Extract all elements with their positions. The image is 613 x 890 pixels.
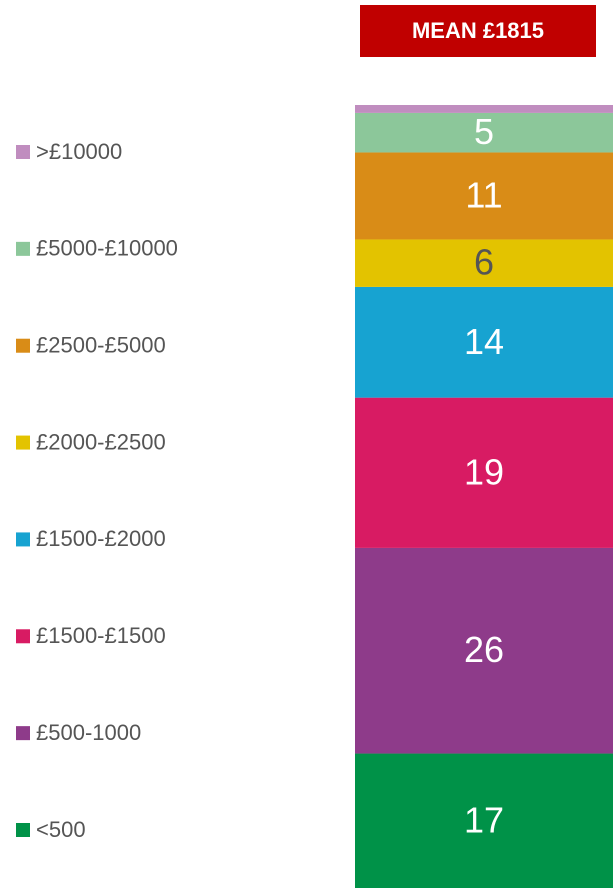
data-label: 19 [464, 451, 504, 492]
bar-segment [355, 152, 613, 240]
legend-label: £1500-£2000 [36, 526, 166, 551]
legend-label: £1500-£1500 [36, 623, 166, 648]
bar-segment [355, 397, 613, 548]
data-label: 14 [464, 321, 504, 362]
bar-segment [355, 112, 613, 153]
bar-segment [355, 547, 613, 754]
legend-label: £500-1000 [36, 720, 141, 745]
legend-swatch [16, 532, 30, 547]
data-label: 11 [465, 174, 502, 215]
bar-segment [355, 286, 613, 398]
legend-label: £2000-£2500 [36, 429, 166, 454]
bar-segment [355, 239, 613, 287]
title-box [360, 5, 596, 57]
data-label: 6 [474, 242, 494, 283]
legend-swatch [16, 435, 30, 450]
legend-swatch [16, 338, 30, 353]
legend-label: <500 [36, 817, 86, 842]
data-label: 26 [464, 629, 504, 670]
legend-label: £2500-£5000 [36, 333, 166, 358]
legend-swatch [16, 726, 30, 741]
legend-label: £5000-£10000 [36, 236, 178, 261]
bar-segment [355, 105, 613, 113]
legend-swatch [16, 823, 30, 837]
data-label: 5 [474, 111, 494, 152]
legend-label: >£10000 [36, 139, 122, 164]
legend-swatch [16, 629, 30, 644]
data-label: 17 [464, 799, 504, 840]
bar-segment [355, 753, 613, 888]
legend-swatch [16, 241, 30, 256]
chart-title: MEAN £1815 [412, 18, 544, 43]
legend-swatch [16, 145, 30, 159]
